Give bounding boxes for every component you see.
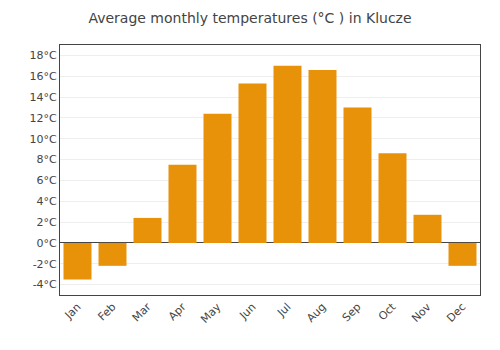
svg-text:Oct: Oct xyxy=(376,300,399,323)
svg-text:Mar: Mar xyxy=(130,300,154,324)
svg-text:Average monthly temperatures (: Average monthly temperatures (°C ) in Kl… xyxy=(88,10,411,26)
svg-text:May: May xyxy=(198,300,224,326)
svg-text:18°C: 18°C xyxy=(30,49,57,62)
svg-text:Aug: Aug xyxy=(304,301,328,325)
svg-text:Jun: Jun xyxy=(236,300,258,322)
svg-text:14°C: 14°C xyxy=(30,91,57,104)
svg-text:Nov: Nov xyxy=(409,300,434,325)
svg-text:Sep: Sep xyxy=(340,301,364,325)
svg-text:Feb: Feb xyxy=(96,301,119,324)
svg-text:4°C: 4°C xyxy=(37,195,57,208)
svg-text:8°C: 8°C xyxy=(37,153,57,166)
svg-text:10°C: 10°C xyxy=(30,133,57,146)
svg-text:16°C: 16°C xyxy=(30,70,57,83)
svg-text:Apr: Apr xyxy=(166,300,189,323)
svg-text:12°C: 12°C xyxy=(30,112,57,125)
svg-text:Dec: Dec xyxy=(444,301,468,325)
svg-text:2°C: 2°C xyxy=(37,216,57,229)
svg-text:Jul: Jul xyxy=(274,301,293,320)
svg-text:Jan: Jan xyxy=(62,301,84,323)
svg-text:-2°C: -2°C xyxy=(33,258,57,271)
svg-text:-4°C: -4°C xyxy=(33,278,57,291)
svg-text:0°C: 0°C xyxy=(37,237,57,250)
svg-text:6°C: 6°C xyxy=(37,174,57,187)
